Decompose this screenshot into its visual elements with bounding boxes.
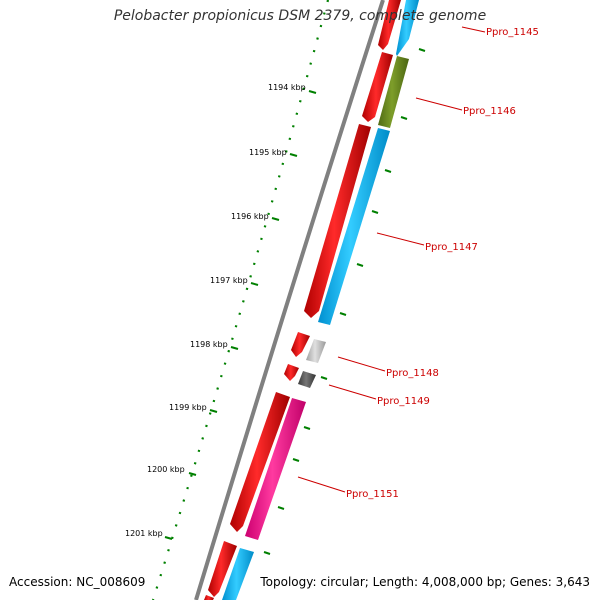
gene-block-blue[interactable] (396, 0, 419, 56)
map-title: Pelobacter propionicus DSM 2379, complet… (113, 8, 487, 24)
gene-block-blue[interactable] (318, 128, 390, 325)
gene-label[interactable]: Ppro_1149 (377, 396, 430, 407)
ruler-label: 1196 kbp (231, 212, 269, 221)
gene-label[interactable]: Ppro_1147 (425, 242, 478, 253)
ruler-tick (164, 536, 173, 540)
gene-arrow[interactable] (204, 595, 214, 600)
gene-block-olive[interactable] (378, 56, 409, 128)
gene-block-light-gray[interactable] (306, 339, 326, 363)
ruler-label: 1199 kbp (169, 403, 207, 412)
summary-text: Topology: circular; Length: 4,008,000 bp… (260, 575, 590, 589)
ruler-label: 1195 kbp (249, 148, 287, 157)
gene-label[interactable]: Ppro_1151 (346, 489, 399, 500)
ruler-tick (250, 282, 259, 286)
gene-arrow[interactable] (230, 392, 290, 532)
ruler-label: 1198 kbp (190, 340, 228, 349)
ruler-tick (209, 409, 218, 413)
gene-labels: Ppro_1145 Ppro_1146 Ppro_1147 Ppro_1148 … (346, 27, 539, 500)
ruler-ticks: 1194 kbp 1195 kbp 1196 kbp 1197 kbp 1198… (125, 83, 317, 540)
gene-arrow[interactable] (362, 52, 393, 122)
ruler-tick (230, 346, 239, 350)
cog-ticks (263, 48, 426, 555)
gene-block-dark-gray[interactable] (298, 371, 316, 388)
accession-text: Accession: NC_008609 (9, 575, 146, 589)
gene-block-pink[interactable] (245, 398, 306, 540)
gene-arrow[interactable] (284, 364, 299, 381)
ruler-label: 1194 kbp (268, 83, 306, 92)
gene-label[interactable]: Ppro_1145 (486, 27, 539, 38)
ruler-label: 1200 kbp (147, 465, 185, 474)
ruler-tick (188, 472, 197, 476)
label-leaders (297, 26, 486, 493)
gene-label[interactable]: Ppro_1146 (463, 106, 516, 117)
ruler-tick (271, 217, 280, 221)
gene-arrow[interactable] (378, 0, 401, 50)
genome-backbone (194, 0, 385, 600)
gene-label[interactable]: Ppro_1148 (386, 368, 439, 379)
cds-track (204, 0, 401, 600)
ruler-label: 1201 kbp (125, 529, 163, 538)
gene-arrow[interactable] (304, 124, 371, 318)
gene-arrow[interactable] (208, 541, 237, 597)
ruler-label: 1197 kbp (210, 276, 248, 285)
ruler-tick (308, 90, 317, 94)
cog-track (222, 0, 419, 600)
ruler-tick (289, 153, 298, 157)
gene-block-blue[interactable] (222, 548, 254, 600)
gene-arrow[interactable] (291, 332, 310, 357)
